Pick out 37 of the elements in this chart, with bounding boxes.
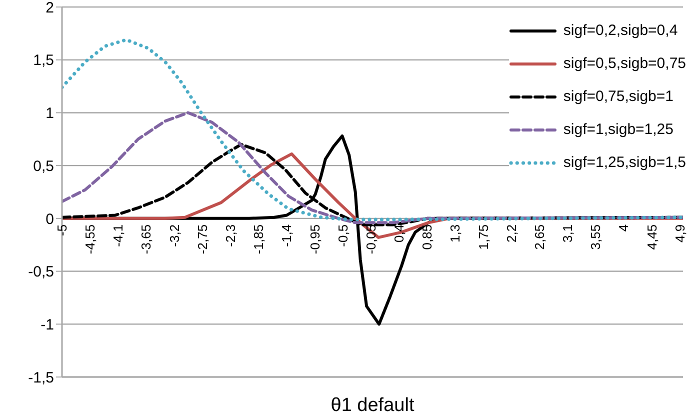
x-tick-label: -0,05 [363,224,378,254]
legend-label: sigf=0,75,sigb=1 [563,87,674,107]
y-tick-label: 2 [46,0,54,16]
y-tick-label: 0 [46,210,54,228]
y-tick-label: -0,5 [28,264,54,281]
legend-label: sigf=1,25,sigb=1,5 [563,153,686,173]
legend-label: sigf=0,5,sigb=0,75 [563,54,686,74]
x-tick-label: -2,75 [194,224,210,254]
x-tick-label: 4,9 [672,224,688,243]
x-tick-label: 3,1 [560,224,576,243]
x-tick-label: 2,2 [504,224,519,243]
x-tick-label: -2,3 [223,224,238,247]
x-tick-label: -4,1 [110,224,126,247]
x-tick-label: 0,85 [420,224,435,250]
legend-label: sigf=0,2,sigb=0,4 [563,21,678,41]
x-tick-label: -1,4 [279,224,294,247]
x-tick-label: -3,2 [166,224,182,247]
x-tick-label: -0,5 [335,224,350,247]
x-tick-label: -5 [54,224,70,236]
y-tick-label: -1 [40,316,54,334]
x-tick-label: 0,4 [392,224,407,243]
x-tick-label: 4,45 [644,224,660,250]
y-tick-label: 1,5 [33,52,54,70]
legend-label: sigf=1,sigb=1,25 [563,120,674,140]
x-tick-label: 1,3 [448,224,463,243]
x-tick-label: 2,65 [532,224,547,250]
x-axis-title: θ1 default [330,395,415,415]
x-tick-label: -4,55 [82,224,98,254]
x-tick-label: 1,75 [476,224,491,250]
x-tick-label: 3,55 [588,224,604,250]
y-tick-label: 0,5 [33,158,54,175]
x-tick-label: -3,65 [138,224,154,254]
x-tick-label: -0,95 [307,224,322,254]
x-tick-label: 4 [616,224,632,232]
y-tick-label: -1,5 [28,369,54,386]
x-tick-label: -1,85 [251,224,266,254]
y-tick-label: 1 [46,105,54,122]
